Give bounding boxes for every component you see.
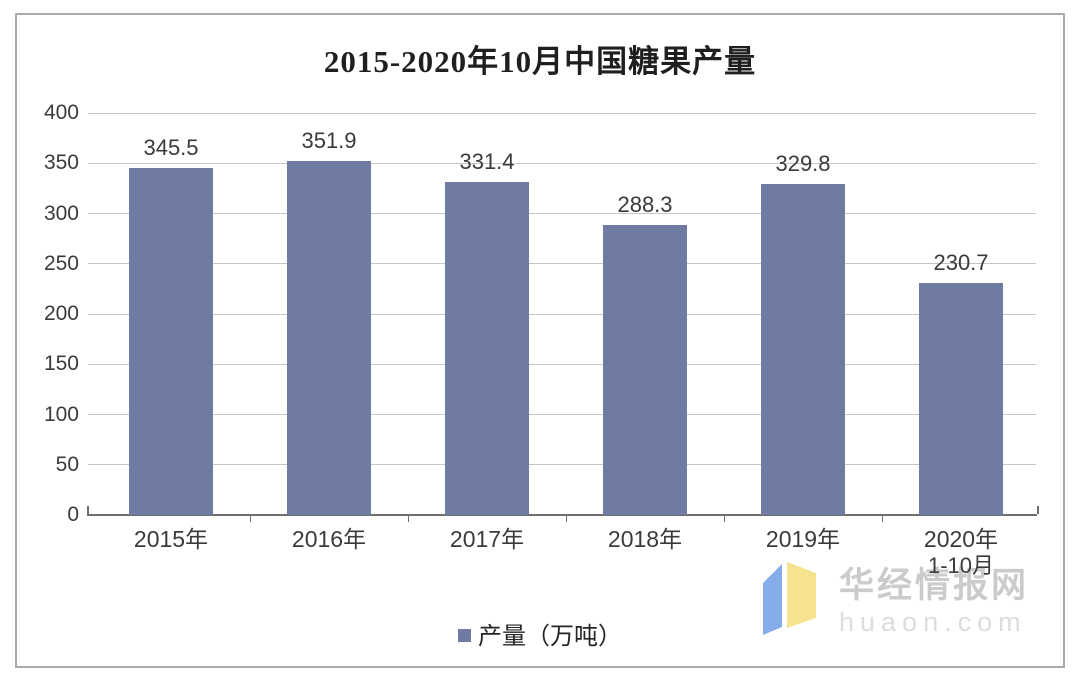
legend-marker-icon <box>458 629 471 642</box>
bar <box>919 283 1003 515</box>
axis-tick <box>1037 506 1039 514</box>
bar <box>603 225 687 515</box>
x-axis-line <box>87 514 1037 516</box>
gridline <box>88 464 1036 466</box>
y-tick-label: 50 <box>55 452 79 476</box>
watermark: 华经情报网 huaon.com <box>758 562 1029 637</box>
y-tick-label: 0 <box>67 503 79 526</box>
axis-tick <box>249 515 251 522</box>
y-tick-label: 200 <box>43 302 79 325</box>
bar <box>287 161 371 515</box>
gridline <box>88 263 1036 265</box>
y-tick-label: 400 <box>43 101 79 124</box>
legend-label: 产量（万吨） <box>478 623 622 650</box>
axis-tick <box>881 515 883 522</box>
y-axis-labels: 0 50 100 150 200 250 300 350 400 <box>17 15 79 666</box>
huaon-logo-icon <box>763 562 816 635</box>
legend: 产量（万吨） <box>17 616 1063 651</box>
x-tick-label-text: 2017年 <box>449 526 525 552</box>
watermark-text: 华经情报网 huaon.com <box>839 566 1030 638</box>
bar-value-label: 329.8 <box>775 150 831 176</box>
axis-tick <box>565 515 567 522</box>
gridline <box>88 313 1036 315</box>
gridline <box>88 363 1036 365</box>
watermark-brand: 华经情报网 <box>839 566 1030 605</box>
bar <box>129 167 213 515</box>
bar-value-label: 351.9 <box>301 128 357 154</box>
chart-frame: 2015-2020年10月中国糖果产量 0 50 100 150 200 250 300 35… <box>15 13 1065 668</box>
x-tick-label-text: 2020年 <box>923 526 999 552</box>
x-tick-label: 2019年 <box>724 525 882 553</box>
y-tick-label: 350 <box>43 151 79 175</box>
gridline <box>88 213 1036 214</box>
y-tick-label: 300 <box>43 201 79 225</box>
bar-value-label: 331.4 <box>459 148 515 174</box>
axis-tick <box>87 506 89 514</box>
x-tick-label: 2020年 1-10月 <box>882 525 1040 578</box>
x-tick-label-text: 2015年 <box>133 526 209 552</box>
axis-tick <box>723 515 725 522</box>
x-tick-label: 2018年 <box>566 525 724 553</box>
y-tick-label: 250 <box>43 251 79 275</box>
gridline <box>88 162 1036 164</box>
bar-value-label: 345.5 <box>143 134 199 160</box>
x-tick-label: 2016年 <box>250 525 408 553</box>
y-tick-label: 150 <box>43 352 79 376</box>
chart-title: 2015-2020年10月中国糖果产量 <box>323 44 757 79</box>
y-tick-label: 100 <box>43 402 79 426</box>
x-tick-label-text: 2016年 <box>291 526 367 552</box>
bar <box>761 183 845 515</box>
bar-value-label: 288.3 <box>617 192 673 218</box>
gridline <box>88 112 1036 114</box>
x-tick-sublabel: 1-10月 <box>927 553 995 578</box>
bar-value-label: 230.7 <box>933 250 989 276</box>
axis-tick <box>407 515 409 522</box>
x-tick-label-text: 2018年 <box>607 526 683 552</box>
huaon-logo-left-page <box>763 564 782 635</box>
huaon-logo-right-page <box>787 562 816 628</box>
bar <box>445 181 529 515</box>
x-tick-label: 2015年 <box>92 525 250 553</box>
watermark-domain: huaon.com <box>839 607 1027 637</box>
x-tick-label: 2017年 <box>408 525 566 553</box>
gridline <box>88 414 1036 415</box>
plot-area: 345.5 351.9 331.4 288.3 329.8 230.7 <box>87 112 1040 522</box>
x-tick-label-text: 2019年 <box>765 526 841 552</box>
